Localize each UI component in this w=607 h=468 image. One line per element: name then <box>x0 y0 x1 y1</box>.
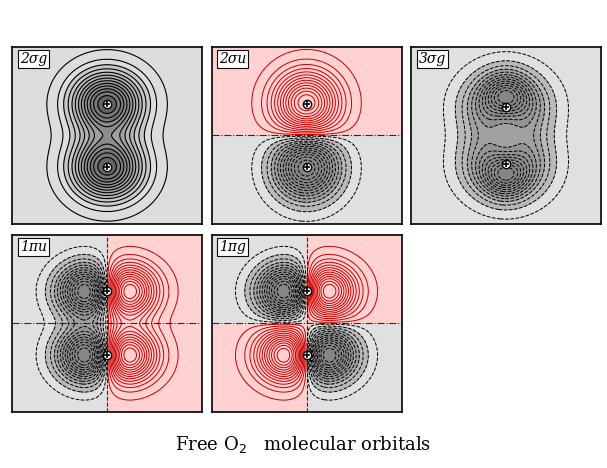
Text: Free O$_2$   molecular orbitals: Free O$_2$ molecular orbitals <box>175 434 432 455</box>
Text: 2σu: 2σu <box>219 52 246 66</box>
Text: 2σg: 2σg <box>20 52 47 66</box>
Text: 3σg: 3σg <box>419 52 446 66</box>
Text: 1πu: 1πu <box>20 240 47 254</box>
Text: 1πg: 1πg <box>219 240 246 254</box>
